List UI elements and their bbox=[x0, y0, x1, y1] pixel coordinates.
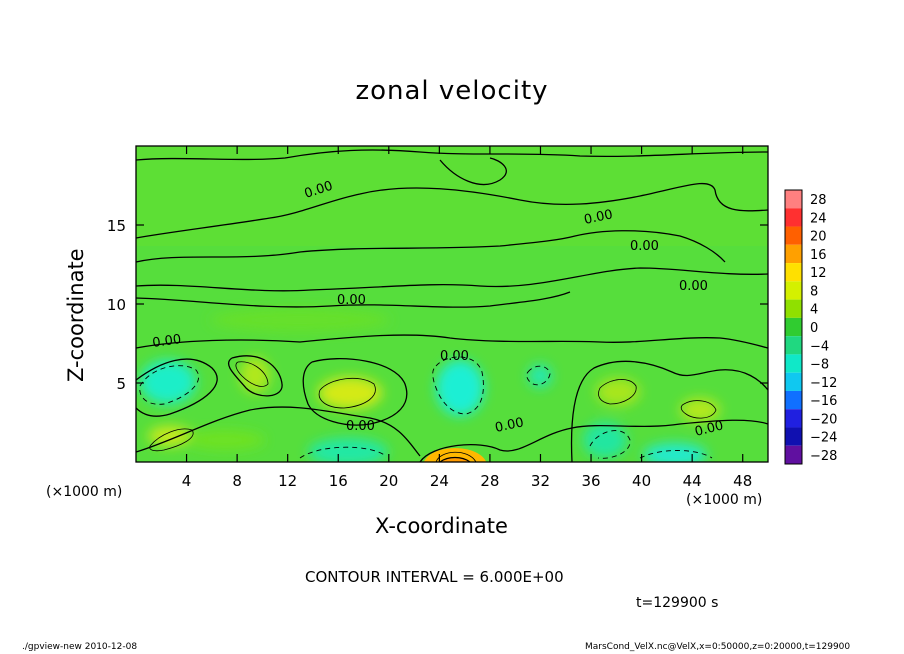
x-tick-label: 12 bbox=[278, 472, 297, 490]
colorbar-swatch bbox=[785, 244, 802, 264]
y-tick-label: 10 bbox=[107, 296, 126, 314]
colorbar-label: 12 bbox=[810, 266, 827, 281]
chart-title: zonal velocity bbox=[355, 76, 549, 106]
colorbar-label: 8 bbox=[810, 284, 818, 299]
x-tick-label: 32 bbox=[531, 472, 550, 490]
contour-label: 0.00 bbox=[630, 239, 659, 254]
contour-lines-negative bbox=[139, 356, 713, 459]
colorbar-swatch bbox=[785, 445, 802, 464]
contour-lines-inner bbox=[149, 361, 717, 462]
colorbar-swatch bbox=[785, 226, 802, 245]
colorbar-label: −8 bbox=[810, 358, 829, 373]
footer-right: MarsCond_VelX.nc@VelX,x=0:50000,z=0:2000… bbox=[585, 642, 851, 652]
colorbar-label: −16 bbox=[810, 394, 837, 409]
x-axis: 4 8 12 16 20 24 28 32 36 40 44 48 bbox=[182, 146, 752, 490]
colorbar-label: 20 bbox=[810, 230, 827, 245]
x-tick-label: 28 bbox=[480, 472, 499, 490]
colorbar-swatch bbox=[785, 409, 802, 428]
x-tick-label: 44 bbox=[683, 472, 702, 490]
x-tick-label: 24 bbox=[430, 472, 449, 490]
colorbar-swatch bbox=[785, 390, 802, 410]
time-label: t=129900 s bbox=[636, 595, 719, 611]
colorbar-swatch bbox=[785, 372, 802, 391]
colorbar-swatch bbox=[785, 263, 802, 282]
x-tick-label: 48 bbox=[733, 472, 752, 490]
footer-left: ./gpview-new 2010-12-08 bbox=[22, 642, 138, 652]
colorbar-swatch bbox=[785, 336, 802, 355]
contour-label: 0.00 bbox=[679, 279, 708, 294]
colorbar: 28 24 20 16 12 8 4 0 −4 −8 −12 −16 −20 −24 −28 bbox=[784, 189, 837, 465]
colorbar-swatch bbox=[785, 427, 802, 446]
contour-label: 0.00 bbox=[693, 418, 725, 440]
x-tick-label: 8 bbox=[232, 472, 242, 490]
colorbar-label: 28 bbox=[810, 193, 827, 208]
colorbar-label: −20 bbox=[810, 412, 837, 427]
y-tick-label: 15 bbox=[107, 217, 126, 235]
y-tick-label: 5 bbox=[116, 375, 126, 393]
colorbar-label: 0 bbox=[810, 321, 818, 336]
contour-label: 0.00 bbox=[440, 349, 469, 364]
colorbar-swatch bbox=[785, 208, 802, 227]
plot-area bbox=[136, 146, 768, 462]
x-axis-label: X-coordinate bbox=[375, 514, 508, 538]
colorbar-frame bbox=[784, 189, 803, 465]
colorbar-label: −28 bbox=[810, 449, 837, 464]
contour-label: 0.00 bbox=[494, 415, 525, 436]
colorbar-swatch bbox=[785, 317, 802, 337]
colorbar-label: −24 bbox=[810, 431, 837, 446]
colorbar-swatch bbox=[785, 354, 802, 373]
colorbar-label: 16 bbox=[810, 248, 827, 263]
x-unit-label: (×1000 m) bbox=[46, 484, 123, 500]
x-tick-label: 20 bbox=[379, 472, 398, 490]
contour-label: 0.00 bbox=[337, 293, 366, 308]
x-tick-label: 4 bbox=[182, 472, 192, 490]
x-tick-label: 16 bbox=[329, 472, 348, 490]
colorbar-label: −4 bbox=[810, 339, 829, 354]
y-axis: 5 10 15 bbox=[107, 217, 768, 393]
contour-interval: CONTOUR INTERVAL = 6.000E+00 bbox=[305, 568, 564, 586]
contour-label: 0.00 bbox=[346, 419, 375, 434]
colorbar-label: −12 bbox=[810, 376, 837, 391]
contour-label: 0.00 bbox=[151, 332, 182, 351]
colorbar-swatch bbox=[785, 190, 802, 209]
contour-label: 0.00 bbox=[583, 207, 614, 228]
colorbar-swatch bbox=[785, 299, 802, 318]
contour-labels: 0.00 0.00 0.00 0.00 0.00 0.00 0.00 0.00 … bbox=[151, 179, 725, 440]
x-tick-label: 40 bbox=[632, 472, 651, 490]
colorbar-swatch bbox=[785, 281, 802, 300]
colorbar-label: 24 bbox=[810, 211, 827, 226]
y-axis-label: Z-coordinate bbox=[64, 248, 88, 382]
contour-lines bbox=[136, 149, 768, 462]
x-tick-label: 36 bbox=[581, 472, 600, 490]
colorbar-label: 4 bbox=[810, 303, 818, 318]
x-unit-label-right: (×1000 m) bbox=[686, 492, 763, 508]
